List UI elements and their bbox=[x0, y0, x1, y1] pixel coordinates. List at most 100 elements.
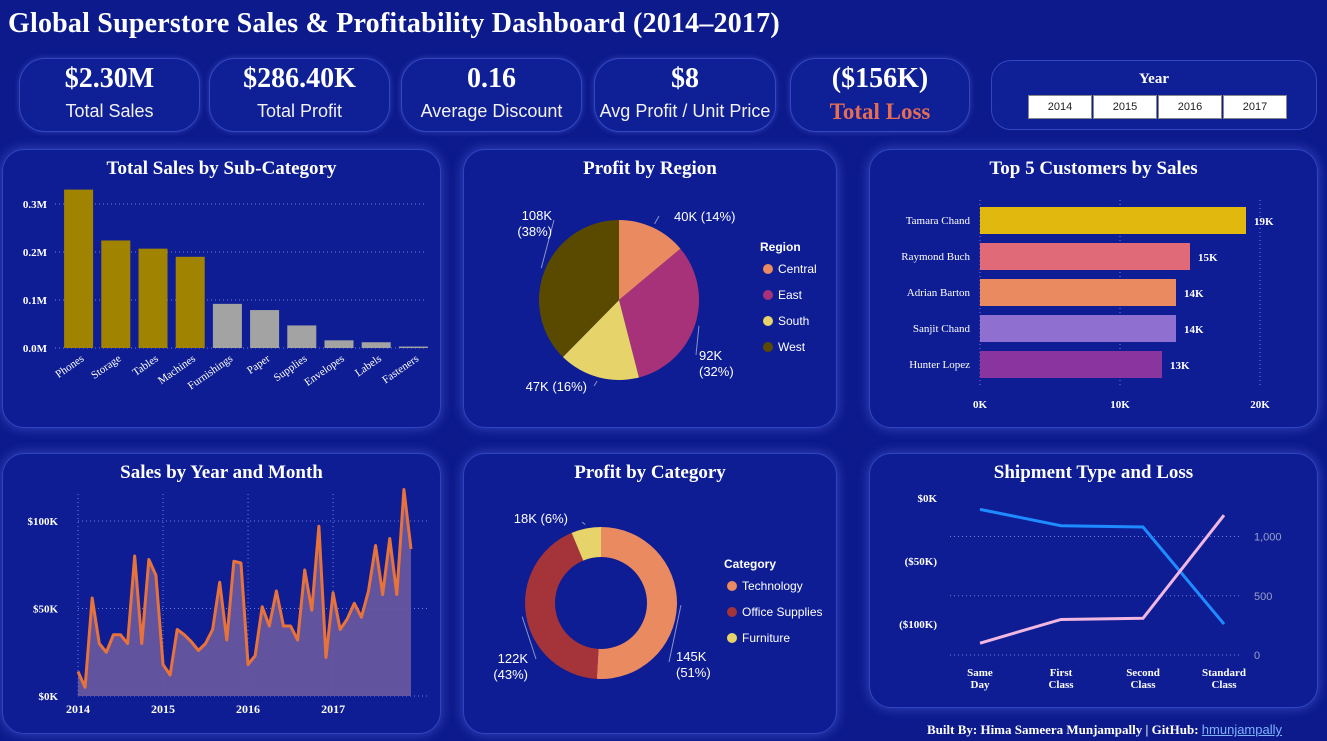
legend-label: Office Supplies bbox=[742, 605, 823, 619]
legend-marker bbox=[727, 633, 737, 643]
kpi-total-profit[interactable]: $286.40K Total Profit bbox=[209, 58, 390, 132]
chart-profit-by-category: 145K(51%) 122K(43%) 18K (6%) Category Techno… bbox=[493, 511, 823, 682]
year-slicer: Year 2014 2015 2016 2017 bbox=[991, 60, 1317, 130]
kpi-total-sales[interactable]: $2.30M Total Sales bbox=[19, 58, 200, 132]
slice-office-supplies bbox=[524, 532, 599, 679]
year-button-2014[interactable]: 2014 bbox=[1028, 95, 1092, 119]
x-tick-label: Class bbox=[1211, 679, 1237, 691]
bar-tables bbox=[138, 248, 168, 348]
y-right-tick-label: 0 bbox=[1254, 650, 1260, 662]
kpi-avg-profit-unit-label: Avg Profit / Unit Price bbox=[599, 101, 771, 121]
kpi-total-profit-label: Total Profit bbox=[256, 101, 343, 121]
legend-label: West bbox=[778, 340, 806, 354]
kpi-total-profit-value: $286.40K bbox=[243, 63, 356, 94]
bar-furnishings bbox=[212, 303, 242, 348]
panel-top5-customers: Top 5 Customers by Sales 0K 10K 20K Tamara … bbox=[869, 149, 1318, 428]
year-button-2017[interactable]: 2017 bbox=[1223, 95, 1287, 119]
chart-shipment-type-loss: $0K($50K)($100K)05001,000SameDayFirstCla… bbox=[899, 493, 1282, 691]
kpi-average-discount[interactable]: 0.16 Average Discount bbox=[401, 58, 582, 132]
y-left-tick-label: $0K bbox=[917, 493, 937, 505]
footer-credit: Built By: Hima Sameera Munjampally | Git… bbox=[927, 722, 1282, 738]
slice-data-label: (51%) bbox=[676, 665, 711, 680]
chart-title-top5-customers: Top 5 Customers by Sales bbox=[989, 158, 1198, 179]
chart-title-profit-by-region: Profit by Region bbox=[583, 158, 717, 179]
year-button-2015[interactable]: 2015 bbox=[1093, 95, 1157, 119]
kpi-average-discount-value: 0.16 bbox=[467, 63, 516, 94]
x-tick-label: Tables bbox=[130, 353, 160, 379]
legend-marker bbox=[763, 264, 773, 274]
slice-data-label: 108K bbox=[522, 208, 553, 223]
legend-label: Furniture bbox=[742, 631, 790, 645]
chart-sales-by-year-month: $0K $50K $100K 2014 2015 2016 2017 bbox=[27, 488, 427, 716]
x-tick-label: Phones bbox=[53, 353, 86, 381]
y-right-tick-label: 1,000 bbox=[1254, 532, 1282, 544]
github-link[interactable]: hmunjampally bbox=[1201, 722, 1282, 737]
slice-east bbox=[619, 248, 699, 378]
slice-data-label: 47K (16%) bbox=[526, 379, 587, 394]
x-tick-label: Same bbox=[967, 667, 993, 679]
panel-sales-by-year-month: Sales by Year and Month $0K $50K $100K 2014… bbox=[2, 453, 441, 734]
bar-paper bbox=[250, 310, 280, 348]
bar-data-label: 13K bbox=[1170, 360, 1190, 372]
bar-storage bbox=[101, 240, 131, 348]
x-tick-label: Envelopes bbox=[302, 353, 346, 389]
y-tick-label: 0.1M bbox=[23, 295, 48, 307]
bar-fasteners bbox=[398, 346, 428, 348]
legend-marker bbox=[763, 316, 773, 326]
x-tick-label: 0K bbox=[973, 399, 988, 411]
bar-labels bbox=[361, 342, 391, 348]
x-tick-label: Class bbox=[1048, 679, 1074, 691]
y-tick-label: Tamara Chand bbox=[906, 215, 971, 227]
x-tick-label: Class bbox=[1130, 679, 1156, 691]
slice-data-label: (32%) bbox=[699, 364, 734, 379]
kpi-total-loss[interactable]: ($156K) Total Loss bbox=[790, 58, 970, 132]
x-tick-label: 2014 bbox=[66, 702, 90, 716]
bar-machines bbox=[175, 256, 205, 348]
footer-text: Built By: Hima Sameera Munjampally | Git… bbox=[927, 722, 1199, 737]
y-tick-label: $50K bbox=[33, 604, 59, 616]
y-left-tick-label: ($50K) bbox=[905, 556, 938, 568]
x-tick-label: Second bbox=[1126, 667, 1160, 679]
y-tick-label: Hunter Lopez bbox=[909, 359, 970, 371]
slice-technology bbox=[596, 527, 677, 679]
slice-leader-line bbox=[695, 325, 700, 356]
sales-line bbox=[76, 488, 413, 689]
panel-profit-by-region: Profit by Region 40K (14%) 92K (32%) 47K (1… bbox=[463, 149, 837, 428]
x-tick-label: 10K bbox=[1110, 399, 1130, 411]
legend-marker bbox=[763, 290, 773, 300]
slice-south bbox=[562, 300, 639, 380]
year-button-2016[interactable]: 2016 bbox=[1158, 95, 1222, 119]
slice-data-label: 122K bbox=[498, 651, 529, 666]
kpi-avg-profit-unit[interactable]: $8 Avg Profit / Unit Price bbox=[594, 58, 776, 132]
panel-shipment-type-loss: Shipment Type and Loss $0K ($50K) ($100K) 0… bbox=[869, 453, 1318, 708]
count-line bbox=[979, 514, 1226, 645]
y-tick-label: $100K bbox=[27, 516, 58, 528]
slice-leader-line bbox=[521, 616, 537, 660]
loss-line bbox=[979, 507, 1226, 626]
slice-data-label: 92K bbox=[699, 348, 722, 363]
y-tick-label: Adrian Barton bbox=[907, 287, 971, 299]
legend-title: Category bbox=[724, 557, 776, 571]
kpi-average-discount-label: Average Discount bbox=[420, 101, 563, 121]
legend-title: Region bbox=[760, 240, 801, 254]
legend-label: South bbox=[778, 314, 809, 328]
x-tick-label: Storage bbox=[89, 353, 124, 382]
x-tick-label: Paper bbox=[245, 352, 273, 376]
slice-west bbox=[539, 220, 619, 358]
legend-marker bbox=[727, 607, 737, 617]
x-tick-label: Fasteners bbox=[380, 353, 421, 387]
x-tick-label: Standard bbox=[1202, 667, 1246, 679]
y-tick-label: 0.3M bbox=[23, 199, 48, 211]
slice-leader-line bbox=[654, 215, 660, 225]
slice-leader-line bbox=[593, 380, 598, 387]
x-tick-label: First bbox=[1050, 667, 1073, 679]
slice-leader-line bbox=[581, 521, 586, 525]
bar-data-label: 14K bbox=[1184, 288, 1204, 300]
slice-leader-line bbox=[540, 219, 555, 269]
chart-title-sales-by-subcategory: Total Sales by Sub-Category bbox=[106, 158, 337, 179]
bar-customer bbox=[980, 351, 1162, 378]
y-tick-label: Raymond Buch bbox=[901, 251, 970, 263]
x-tick-label: Labels bbox=[353, 353, 384, 380]
kpi-total-loss-value: ($156K) bbox=[831, 63, 929, 94]
